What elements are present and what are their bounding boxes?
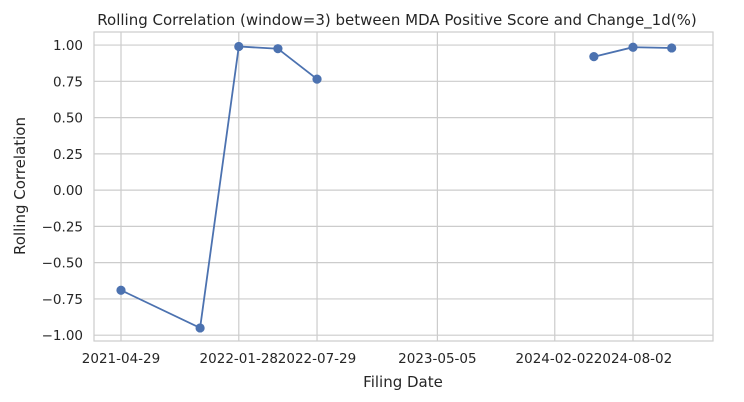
- data-point: [195, 323, 205, 333]
- x-tick-label: 2024-02-02: [516, 351, 594, 367]
- y-axis-label: Rolling Correlation: [11, 117, 29, 255]
- chart-title: Rolling Correlation (window=3) between M…: [97, 11, 696, 30]
- x-tick-label: 2023-05-05: [398, 351, 476, 367]
- y-tick-label: 0.00: [53, 183, 83, 199]
- x-tick-label: 2022-07-29: [278, 351, 356, 367]
- x-tick-label: 2021-04-29: [82, 351, 160, 367]
- data-point: [628, 42, 638, 52]
- grid: [94, 32, 713, 341]
- x-axis-label: Filing Date: [363, 373, 443, 391]
- data-point: [116, 285, 126, 295]
- y-axis: −1.00 −0.75 −0.50 −0.25 0.00 0.25 0.50 0.75 1.00: [42, 38, 83, 344]
- plot-frame: [93, 31, 714, 342]
- y-tick-label: 0.50: [53, 111, 83, 127]
- data-point: [234, 41, 244, 52]
- y-tick-label: 0.75: [53, 74, 83, 90]
- y-tick-label: −0.75: [42, 292, 83, 308]
- data-point: [312, 74, 322, 84]
- y-tick-label: 1.00: [53, 38, 83, 54]
- y-tick-label: −0.50: [42, 256, 83, 272]
- y-tick-label: −1.00: [42, 328, 83, 344]
- x-tick-label: 2022-01-28: [200, 351, 278, 367]
- y-tick-label: 0.25: [53, 147, 83, 163]
- data-point: [273, 44, 283, 54]
- series-layer: [116, 41, 677, 333]
- plot-area: [94, 32, 713, 341]
- x-tick-label: 2024-08-02: [594, 351, 672, 367]
- y-tick-label: −0.25: [42, 219, 83, 235]
- data-point: [667, 43, 677, 53]
- data-point: [589, 52, 599, 62]
- x-axis: 2021-04-29 2022-01-28 2022-07-29 2023-05-05…: [82, 351, 672, 367]
